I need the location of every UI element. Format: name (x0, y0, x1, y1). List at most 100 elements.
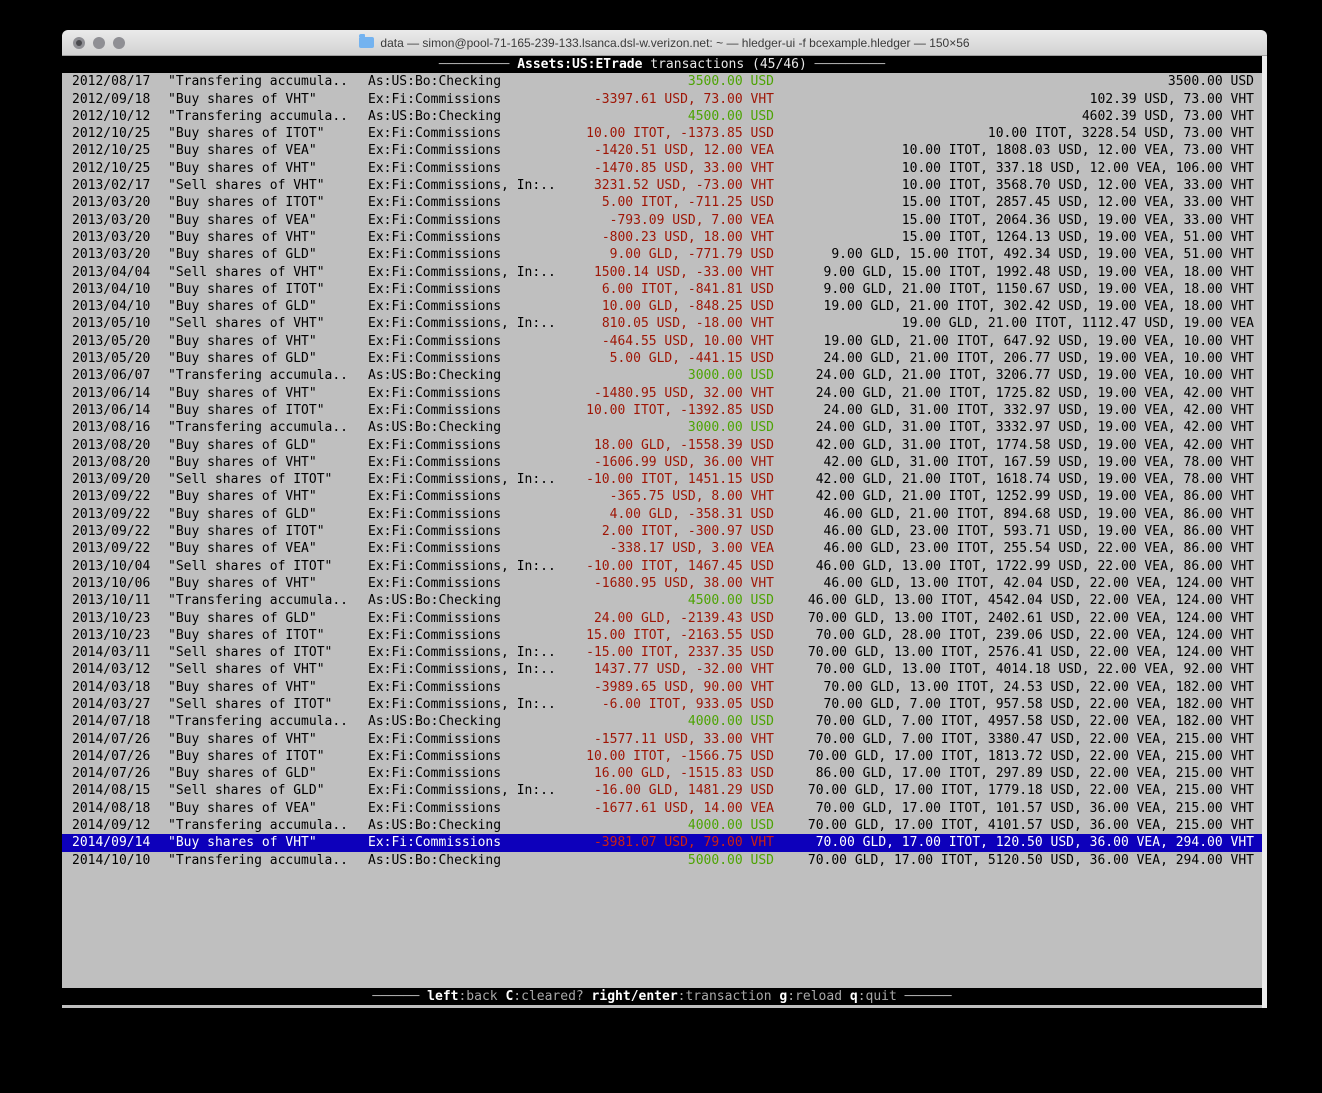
txn-accounts: Ex:Fi:Commissions (368, 679, 502, 695)
close-button[interactable] (73, 37, 85, 49)
transaction-row[interactable]: 2013/10/11 "Transfering accumula.. As:US:B… (62, 592, 1262, 609)
transaction-row[interactable]: 2013/02/17 "Sell shares of VHT" Ex:Fi:Comm… (62, 177, 1262, 194)
transaction-row[interactable]: 2013/04/04 "Sell shares of VHT" Ex:Fi:Comm… (62, 264, 1262, 281)
transaction-row[interactable]: 2013/04/10 "Buy shares of GLD" Ex:Fi:Commi… (62, 298, 1262, 315)
txn-accounts: Ex:Fi:Commissions, In:.. (368, 783, 556, 799)
txn-date: 2013/09/22 (72, 541, 151, 557)
txn-date: 2013/03/20 (72, 247, 151, 263)
txn-description: "Buy shares of GLD" (168, 610, 317, 626)
transaction-row[interactable]: 2013/03/20 "Buy shares of GLD" Ex:Fi:Commi… (62, 246, 1262, 263)
screen-header: ───────── Assets:US:ETrade transactions … (62, 56, 1262, 74)
txn-date: 2013/08/20 (72, 454, 151, 470)
txn-accounts: Ex:Fi:Commissions (368, 575, 502, 591)
transaction-row[interactable]: 2014/09/12 "Transfering accumula.. As:US:B… (62, 817, 1262, 834)
txn-change: -1480.95 USD, 32.00 VHT (593, 385, 774, 401)
transaction-row[interactable]: 2013/10/04 "Sell shares of ITOT" Ex:Fi:Com… (62, 558, 1262, 575)
transaction-row[interactable]: 2014/03/18 "Buy shares of VHT" Ex:Fi:Commi… (62, 679, 1262, 696)
txn-date: 2014/07/26 (72, 731, 151, 747)
txn-description: "Transfering accumula.. (168, 420, 349, 436)
txn-accounts: Ex:Fi:Commissions, In:.. (368, 645, 556, 661)
txn-description: "Transfering accumula.. (168, 714, 349, 730)
txn-change: 5.00 GLD, -441.15 USD (609, 351, 774, 367)
transaction-row[interactable]: 2013/03/20 "Buy shares of VHT" Ex:Fi:Commi… (62, 229, 1262, 246)
transaction-row[interactable]: 2014/07/26 "Buy shares of GLD" Ex:Fi:Commi… (62, 765, 1262, 782)
txn-date: 2014/07/26 (72, 748, 151, 764)
transaction-row[interactable]: 2012/09/18 "Buy shares of VHT" Ex:Fi:Commi… (62, 91, 1262, 108)
txn-change: 4.00 GLD, -358.31 USD (609, 506, 774, 522)
transaction-row[interactable]: 2014/03/11 "Sell shares of ITOT" Ex:Fi:Com… (62, 644, 1262, 661)
txn-accounts: Ex:Fi:Commissions, In:.. (368, 316, 556, 332)
window-titlebar[interactable]: data — simon@pool-71-165-239-133.lsanca.… (62, 30, 1267, 56)
txn-description: "Transfering accumula.. (168, 852, 349, 868)
transaction-row[interactable]: 2013/08/20 "Buy shares of GLD" Ex:Fi:Commi… (62, 437, 1262, 454)
txn-date: 2014/09/12 (72, 818, 151, 834)
txn-description: "Buy shares of VEA" (168, 143, 317, 159)
transaction-row[interactable]: 2013/09/22 "Buy shares of VHT" Ex:Fi:Commi… (62, 488, 1262, 505)
transaction-row[interactable]: 2012/10/25 "Buy shares of ITOT" Ex:Fi:Comm… (62, 125, 1262, 142)
zoom-button[interactable] (113, 37, 125, 49)
transaction-row[interactable]: 2013/10/23 "Buy shares of ITOT" Ex:Fi:Comm… (62, 627, 1262, 644)
txn-accounts: As:US:Bo:Checking (368, 108, 502, 124)
transaction-row[interactable]: 2014/07/26 "Buy shares of ITOT" Ex:Fi:Comm… (62, 748, 1262, 765)
transaction-row[interactable]: 2013/09/22 "Buy shares of GLD" Ex:Fi:Commi… (62, 506, 1262, 523)
transaction-row[interactable]: 2012/10/12 "Transfering accumula.. As:US:B… (62, 108, 1262, 125)
txn-change: 10.00 ITOT, -1566.75 USD (586, 748, 774, 764)
minimize-button[interactable] (93, 37, 105, 49)
transaction-row[interactable]: 2013/09/22 "Buy shares of VEA" Ex:Fi:Commi… (62, 540, 1262, 557)
txn-accounts: Ex:Fi:Commissions (368, 524, 502, 540)
transaction-row[interactable]: 2014/08/18 "Buy shares of VEA" Ex:Fi:Commi… (62, 800, 1262, 817)
transaction-row[interactable]: 2014/07/18 "Transfering accumula.. As:US:B… (62, 713, 1262, 730)
transaction-row[interactable]: 2013/03/20 "Buy shares of VEA" Ex:Fi:Commi… (62, 212, 1262, 229)
txn-date: 2013/09/20 (72, 472, 151, 488)
transaction-row[interactable]: 2013/09/20 "Sell shares of ITOT" Ex:Fi:Com… (62, 471, 1262, 488)
txn-accounts: Ex:Fi:Commissions (368, 195, 502, 211)
transaction-row[interactable]: 2013/09/22 "Buy shares of ITOT" Ex:Fi:Comm… (62, 523, 1262, 540)
screen-footer: ────── left:back C:cleared? right/enter:… (62, 987, 1262, 1005)
transaction-row[interactable]: 2013/05/10 "Sell shares of VHT" Ex:Fi:Comm… (62, 315, 1262, 332)
transaction-row[interactable]: 2012/08/17 "Transfering accumula.. As:US:B… (62, 73, 1262, 90)
footer-key-desc: :reload (787, 988, 843, 1004)
txn-balance: 70.00 GLD, 17.00 ITOT, 1779.18 USD, 22.0… (807, 783, 1254, 799)
txn-change: -1470.85 USD, 33.00 VHT (593, 160, 774, 176)
txn-date: 2012/10/25 (72, 143, 151, 159)
txn-date: 2013/09/22 (72, 524, 151, 540)
transaction-row[interactable]: 2014/10/10 "Transfering accumula.. As:US:B… (62, 852, 1262, 869)
txn-accounts: Ex:Fi:Commissions (368, 91, 502, 107)
transaction-row[interactable]: 2013/06/07 "Transfering accumula.. As:US:B… (62, 367, 1262, 384)
txn-accounts: Ex:Fi:Commissions (368, 160, 502, 176)
transaction-row[interactable]: 2014/07/26 "Buy shares of VHT" Ex:Fi:Commi… (62, 731, 1262, 748)
txn-balance: 46.00 GLD, 13.00 ITOT, 42.04 USD, 22.00 … (823, 575, 1254, 591)
txn-accounts: Ex:Fi:Commissions (368, 627, 502, 643)
scrollbar[interactable] (1262, 56, 1267, 1008)
txn-change: 4000.00 USD (687, 714, 774, 730)
transaction-row[interactable]: 2013/08/20 "Buy shares of VHT" Ex:Fi:Commi… (62, 454, 1262, 471)
transaction-row[interactable]: 2013/10/06 "Buy shares of VHT" Ex:Fi:Commi… (62, 575, 1262, 592)
transaction-row[interactable]: 2014/03/27 "Sell shares of ITOT" Ex:Fi:Com… (62, 696, 1262, 713)
transaction-row[interactable]: 2013/04/10 "Buy shares of ITOT" Ex:Fi:Comm… (62, 281, 1262, 298)
txn-accounts: Ex:Fi:Commissions (368, 835, 502, 851)
txn-change: 10.00 GLD, -848.25 USD (601, 299, 774, 315)
transaction-row[interactable]: 2013/05/20 "Buy shares of VHT" Ex:Fi:Commi… (62, 333, 1262, 350)
txn-change: -1680.95 USD, 38.00 VHT (593, 575, 774, 591)
transaction-row[interactable]: 2013/06/14 "Buy shares of ITOT" Ex:Fi:Comm… (62, 402, 1262, 419)
transaction-row[interactable]: 2012/10/25 "Buy shares of VHT" Ex:Fi:Commi… (62, 160, 1262, 177)
transaction-row[interactable]: 2012/10/25 "Buy shares of VEA" Ex:Fi:Commi… (62, 142, 1262, 159)
transaction-row[interactable]: 2013/10/23 "Buy shares of GLD" Ex:Fi:Commi… (62, 610, 1262, 627)
transaction-row[interactable]: 2014/03/12 "Sell shares of VHT" Ex:Fi:Comm… (62, 661, 1262, 678)
txn-description: "Sell shares of ITOT" (168, 558, 333, 574)
transaction-row[interactable]: 2013/06/14 "Buy shares of VHT" Ex:Fi:Commi… (62, 385, 1262, 402)
txn-description: "Buy shares of VEA" (168, 212, 317, 228)
txn-date: 2013/08/16 (72, 420, 151, 436)
txn-date: 2013/03/20 (72, 212, 151, 228)
transaction-row[interactable]: 2014/08/15 "Sell shares of GLD" Ex:Fi:Comm… (62, 782, 1262, 799)
txn-change: 810.05 USD, -18.00 VHT (601, 316, 774, 332)
txn-description: "Buy shares of VHT" (168, 731, 317, 747)
txn-date: 2013/08/20 (72, 437, 151, 453)
transaction-row[interactable]: 2013/05/20 "Buy shares of GLD" Ex:Fi:Commi… (62, 350, 1262, 367)
txn-balance: 70.00 GLD, 13.00 ITOT, 4014.18 USD, 22.0… (815, 662, 1254, 678)
transaction-row[interactable]: 2013/03/20 "Buy shares of ITOT" Ex:Fi:Comm… (62, 194, 1262, 211)
transaction-row[interactable]: 2013/08/16 "Transfering accumula.. As:US:B… (62, 419, 1262, 436)
footer-key-desc: :transaction (677, 988, 772, 1004)
transaction-row[interactable]: 2014/09/14 "Buy shares of VHT" Ex:Fi:Commi… (62, 834, 1262, 852)
txn-change: -6.00 ITOT, 933.05 USD (601, 696, 774, 712)
